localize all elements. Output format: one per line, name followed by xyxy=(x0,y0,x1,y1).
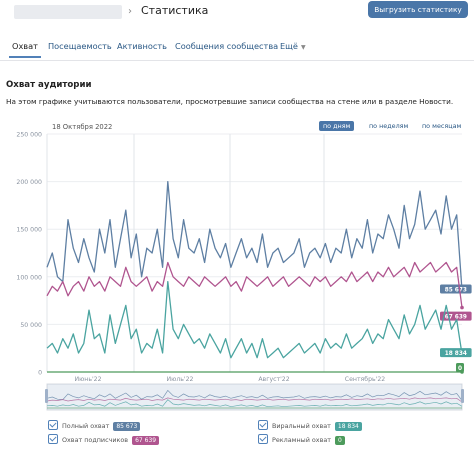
legend-value-badge: 85 673 xyxy=(113,421,141,431)
chart-legend: Полный охват 85 673 Охват подписчиков 67 6… xyxy=(0,418,474,449)
series-value-badge xyxy=(440,284,472,294)
legend-item-viral-reach[interactable]: Виральный охват 18 834 xyxy=(258,420,362,431)
navigator-selection xyxy=(47,384,462,410)
active-tab-indicator xyxy=(9,56,41,58)
tab-community-messages[interactable]: Сообщения сообщества xyxy=(175,41,279,51)
y-tick-label: 0 xyxy=(38,370,42,377)
x-tick-label: Июль'22 xyxy=(166,376,193,383)
legend-label: Охват подписчиков xyxy=(62,436,129,444)
page-title: Статистика xyxy=(141,4,209,17)
tab-reach[interactable]: Охват xyxy=(12,41,38,51)
tab-attendance[interactable]: Посещаемость xyxy=(48,41,112,51)
x-tick-label: Июнь'22 xyxy=(74,376,101,383)
community-name-breadcrumb[interactable] xyxy=(14,5,122,19)
series-value-label: 0 xyxy=(458,366,462,372)
legend-label: Виральный охват xyxy=(272,422,331,430)
chevron-right-icon: › xyxy=(128,6,132,17)
checkbox-icon xyxy=(48,420,58,430)
range-days-button[interactable]: по дням xyxy=(319,121,355,131)
chart-date: 18 Октября 2022 xyxy=(52,123,113,131)
chevron-down-icon: ▼ xyxy=(300,44,306,51)
series-value-label: 85 673 xyxy=(445,287,467,293)
navigator-series-line xyxy=(46,389,463,401)
legend-item-ads-reach[interactable]: Рекламный охват 0 xyxy=(258,434,345,445)
x-tick-label: Август'22 xyxy=(258,376,289,383)
series-value-label: 18 834 xyxy=(445,351,467,357)
legend-label: Полный охват xyxy=(62,422,110,430)
series-viral-reach-line xyxy=(46,280,463,359)
checkbox-icon xyxy=(48,434,58,444)
series-subscribers-reach-line xyxy=(46,261,463,308)
y-tick-label: 100 000 xyxy=(16,274,42,281)
series-end-point xyxy=(460,305,464,310)
y-tick-label: 250 000 xyxy=(16,132,42,139)
navigator-series-line xyxy=(46,399,463,408)
navigator-right-handle xyxy=(461,389,464,403)
legend-value-badge: 67 639 xyxy=(132,435,160,445)
checkbox-icon xyxy=(258,420,268,430)
navigator-left-handle xyxy=(45,389,48,403)
range-months-button[interactable]: по месяцам xyxy=(422,122,462,130)
range-weeks-button[interactable]: по неделям xyxy=(369,122,409,130)
tab-more[interactable]: Ещё ▼ xyxy=(280,41,306,51)
series-full-reach-line xyxy=(46,180,463,291)
x-tick-label: Сентябрь'22 xyxy=(345,375,386,383)
tab-activity[interactable]: Активность xyxy=(117,41,167,51)
legend-item-full-reach[interactable]: Полный охват 85 673 xyxy=(48,420,141,431)
page-header: › Статистика Выгрузить статистику xyxy=(0,0,474,28)
series-value-badge xyxy=(456,363,464,372)
section-title: Охват аудитории xyxy=(6,80,92,90)
y-tick-label: 200 000 xyxy=(16,179,42,186)
tab-more-label: Ещё xyxy=(280,41,298,51)
series-value-label: 67 639 xyxy=(445,315,467,321)
legend-label: Рекламный охват xyxy=(272,436,331,444)
legend-value-badge: 18 834 xyxy=(334,421,362,431)
y-tick-label: 150 000 xyxy=(16,227,42,234)
checkbox-icon xyxy=(258,434,268,444)
legend-value-badge: 0 xyxy=(334,435,345,445)
navigator-series-line xyxy=(46,397,463,403)
y-tick-label: 50 000 xyxy=(20,322,42,329)
section-description: На этом графике учитываются пользователи… xyxy=(6,97,454,106)
export-stats-button[interactable]: Выгрузить статистику xyxy=(368,1,468,18)
stats-tabs: Охват Посещаемость Активность Сообщения … xyxy=(0,34,474,61)
legend-item-subscribers-reach[interactable]: Охват подписчиков 67 639 xyxy=(48,434,160,445)
series-value-badge xyxy=(440,348,472,358)
